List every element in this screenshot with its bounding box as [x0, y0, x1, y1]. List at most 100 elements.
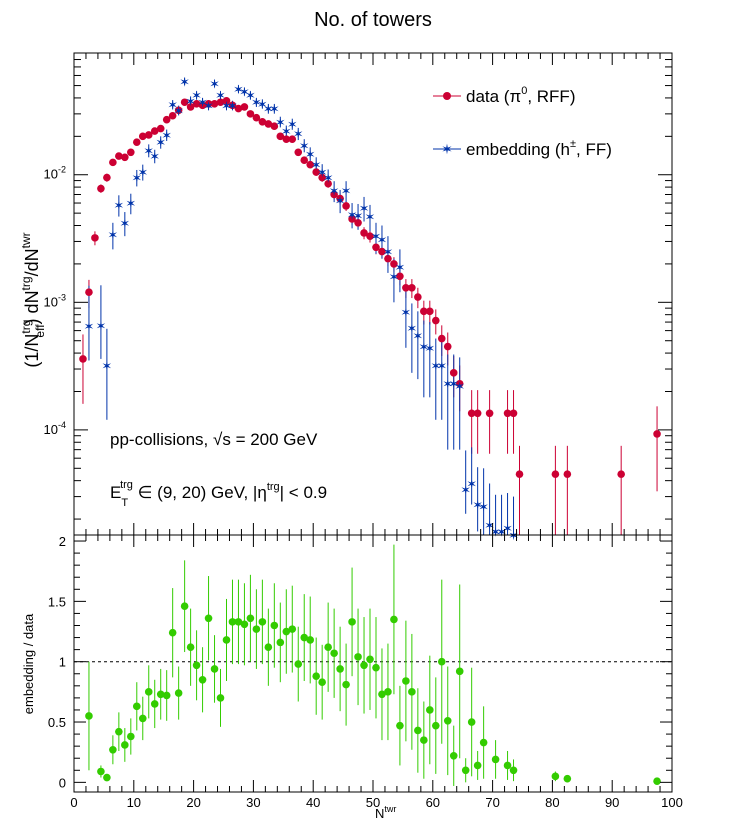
embedding-point: ✶: [203, 99, 214, 114]
ratio-point: [210, 665, 219, 673]
ratio-point: [360, 661, 368, 670]
data-point: [384, 254, 392, 263]
data-point: [330, 190, 338, 199]
embedding-point: ✶: [472, 499, 483, 514]
legend-marker-embedding: ✶: [441, 142, 453, 158]
ratio-point: [144, 688, 153, 696]
data-point: [150, 127, 159, 135]
ratio-point: [479, 738, 488, 747]
embedding-point: ✶: [436, 359, 447, 374]
ratio-point: [264, 643, 273, 652]
embedding-point: ✶: [299, 139, 310, 154]
data-point: [414, 293, 422, 301]
data-point: [348, 215, 356, 223]
ratio-point: [420, 736, 428, 744]
ratio-point: [127, 732, 135, 741]
embedding-point: ✶: [275, 116, 286, 131]
data-point: [79, 355, 87, 363]
embedding-point: ✶: [155, 136, 166, 151]
embedding-point: ✶: [107, 229, 118, 244]
embedding-point: ✶: [197, 96, 208, 111]
ratio-point: [431, 721, 440, 730]
ratio-point: [563, 774, 572, 783]
embedding-point: ✶: [185, 95, 196, 110]
embedding-point: ✶: [125, 197, 136, 212]
ratio-point: [408, 688, 416, 696]
ratio-point: [198, 675, 207, 684]
embedding-point: ✶: [83, 320, 94, 335]
embedding-point: ✶: [442, 378, 453, 393]
ratio-point: [414, 726, 422, 735]
embedding-point: ✶: [418, 341, 429, 356]
embedding-point: ✶: [490, 525, 501, 540]
x-tick-label: 100: [661, 795, 683, 810]
data-point: [276, 132, 285, 141]
data-point: [288, 135, 297, 143]
embedding-point: ✶: [143, 144, 154, 159]
ratio-point: [234, 618, 243, 626]
data-point: [186, 103, 195, 111]
data-point: [503, 409, 512, 418]
data-point: [132, 138, 141, 146]
ratio-point: [115, 727, 123, 736]
embedding-point: ✶: [430, 359, 441, 374]
data-point: [162, 115, 171, 124]
data-point: [426, 307, 434, 316]
ratio-point: [85, 712, 93, 720]
embedding-point: ✶: [508, 529, 519, 544]
top-y-axis-label: (1/Ntrgeff) dNtrg/dNtwr: [19, 232, 47, 367]
legend-marker-data: [443, 92, 451, 100]
ratio-frame: [73, 534, 673, 793]
data-point: [109, 158, 117, 167]
legend-entry-embedding: ✶ embedding (h±, FF): [433, 138, 612, 159]
top-panel: ✶ ✶✶✶✶✶✶✶✶✶✶✶✶✶✶✶✶✶✶✶✶✶✶✶✶✶✶✶✶✶✶✶✶✶✶✶✶✶✶✶…: [19, 52, 673, 544]
embedding-point: ✶: [209, 77, 220, 92]
embedding-point: ✶: [191, 89, 202, 104]
ratio-point: [426, 706, 434, 714]
data-point: [222, 96, 231, 105]
legend: data (π0, RFF) ✶ embedding (h±, FF): [433, 85, 612, 159]
embedding-point: ✶: [454, 380, 465, 395]
ratio-point: [150, 700, 159, 708]
ratio-point: [324, 643, 332, 652]
data-point: [204, 99, 213, 108]
ratio-point: [330, 649, 338, 658]
ratio-y-axis-label: embedding / data: [21, 613, 36, 714]
ratio-point: [312, 672, 320, 680]
data-point: [617, 470, 625, 478]
top-y-tick-label: 10-2: [44, 165, 66, 182]
legend-label-data: data (π0, RFF): [466, 85, 575, 106]
embedding-point: ✶: [95, 319, 106, 334]
data-point: [156, 124, 165, 133]
x-tick-label: 70: [485, 795, 499, 810]
ratio-point: [240, 620, 249, 629]
embedding-point: ✶: [478, 501, 489, 516]
ratio-point: [473, 761, 482, 770]
ratio-point: [168, 628, 177, 637]
embedding-point: ✶: [329, 185, 340, 200]
ratio-point: [97, 767, 105, 776]
x-tick-label: 60: [426, 795, 440, 810]
embedding-point: ✶: [412, 329, 423, 344]
embedding-point: ✶: [377, 234, 388, 249]
x-axis-label: Ntwr: [375, 804, 396, 821]
data-point: [563, 470, 572, 478]
data-point: [485, 409, 494, 418]
ratio-point: [366, 655, 374, 664]
ratio-point: [653, 777, 661, 785]
data-point: [354, 219, 362, 227]
data-point: [437, 334, 446, 343]
data-point: [168, 111, 177, 120]
data-point: [551, 470, 560, 478]
embedding-point: ✶: [215, 89, 226, 104]
ratio-point: [186, 643, 195, 652]
embedding-point: ✶: [359, 202, 370, 217]
data-point: [127, 148, 135, 157]
ratio-point: [491, 755, 500, 764]
embedding-point: ✶: [317, 166, 328, 181]
embedding-point: ✶: [394, 261, 405, 276]
ratio-point: [103, 773, 111, 782]
ratio-point: [252, 625, 261, 633]
ratio-point: [372, 663, 380, 672]
